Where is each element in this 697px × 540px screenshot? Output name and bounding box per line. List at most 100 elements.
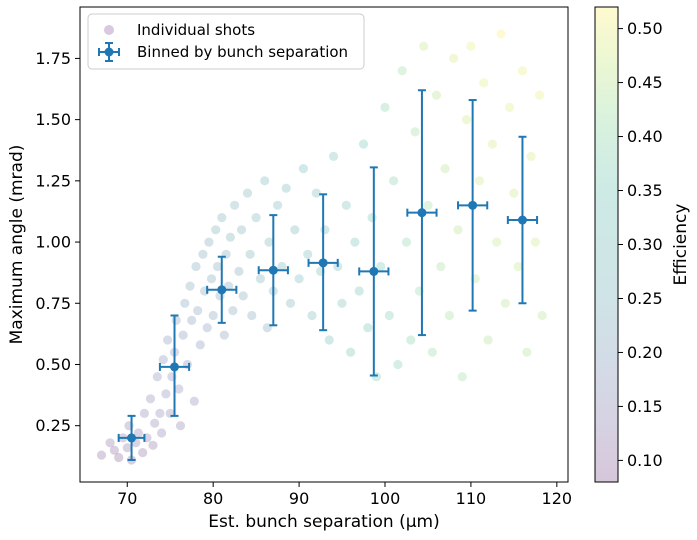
errorbar-marker: [268, 265, 278, 275]
scatter-point: [251, 213, 261, 223]
y-tick-label: 1.00: [35, 233, 71, 252]
scatter-point: [187, 315, 197, 325]
errorbar-marker: [517, 215, 527, 225]
scatter-point: [354, 286, 364, 296]
scatter-point: [230, 200, 240, 210]
scatter-point: [206, 274, 217, 284]
errorbar-marker: [217, 285, 227, 295]
scatter-point: [509, 188, 519, 198]
scatter-point: [174, 384, 184, 394]
scatter-point: [483, 335, 493, 345]
legend-label-binned: Binned by bunch separation: [137, 43, 348, 61]
legend-label-individual: Individual shots: [137, 21, 255, 39]
scatter-point: [228, 306, 238, 316]
scatter-point: [193, 306, 203, 316]
scatter-point: [401, 237, 412, 247]
scatter-point: [105, 438, 115, 448]
colorbar-tick-label: 0.20: [627, 343, 663, 362]
scatter-point: [264, 237, 274, 247]
scatter-point: [522, 347, 532, 357]
scatter-point: [358, 139, 369, 149]
scatter-point: [234, 266, 244, 276]
scatter-point: [219, 330, 229, 340]
errorbar-marker: [318, 258, 328, 268]
scatter-point: [303, 249, 313, 259]
errorbar-marker: [468, 200, 478, 210]
scatter-point: [479, 78, 489, 88]
scatter-point: [367, 213, 377, 223]
scatter-point: [328, 151, 339, 161]
scatter-point: [281, 183, 291, 193]
scatter-point: [225, 232, 235, 242]
colorbar-tick-label: 0.35: [627, 181, 663, 200]
x-axis-label: Est. bunch separation (µm): [208, 512, 439, 532]
scatter-point: [204, 237, 214, 247]
scatter-point: [466, 41, 476, 51]
scatter-point: [145, 394, 156, 404]
y-tick-label: 0.25: [35, 416, 71, 435]
errorbar-point: [257, 214, 289, 327]
errorbar-point: [358, 166, 390, 377]
scatter-point: [161, 389, 171, 399]
x-tick-label: 90: [289, 489, 309, 508]
scatter-point: [155, 408, 165, 418]
errorbar-marker: [170, 362, 180, 372]
scatter-point: [245, 249, 255, 259]
errorbar-point: [506, 135, 539, 305]
scatter-point: [376, 261, 386, 272]
scatter-point: [224, 281, 234, 291]
scatter-point: [341, 200, 351, 210]
scatter-point: [410, 127, 420, 137]
scatter-point: [178, 330, 188, 340]
colorbar: 0.10 0.15 0.20 0.25 0.30 0.35 0.40 0.45 0.50 Eff…: [594, 6, 691, 483]
y-axis-label: Maximum angle (mrad): [7, 145, 27, 345]
colorbar-ticks: 0.10 0.15 0.20 0.25 0.30 0.35 0.40 0.45 0.50: [618, 19, 663, 470]
scatter-point: [277, 261, 287, 272]
legend-box: [87, 13, 365, 70]
scatter-point: [324, 335, 334, 345]
scatter-point: [152, 372, 162, 382]
scatter-point: [492, 237, 502, 247]
scatter-point: [530, 237, 541, 247]
scatter-point: [380, 102, 390, 112]
errorbar-point: [206, 255, 238, 324]
scatter-point: [423, 200, 433, 210]
scatter-point: [397, 66, 407, 76]
scatter-point: [191, 261, 201, 272]
y-tick-label: 0.75: [35, 294, 71, 313]
legend-marker-scatter: [104, 25, 114, 35]
scatter-point: [496, 29, 506, 39]
x-tick-label: 70: [117, 489, 137, 508]
scatter-point: [389, 176, 399, 186]
scatter-point: [440, 164, 450, 174]
scatter-point: [171, 315, 181, 325]
scatter-point: [419, 41, 429, 51]
colorbar-label: Efficiency: [671, 204, 691, 286]
legend-marker-errorbar: [98, 42, 120, 62]
scatter-point: [260, 176, 270, 186]
errorbar-point: [117, 414, 146, 461]
scatter-point: [198, 249, 208, 259]
y-axis-ticks: 0.25 0.50 0.75 1.00 1.25 1.50 1.75: [35, 49, 80, 435]
scatter-point: [114, 452, 124, 463]
scatter-point: [202, 323, 212, 333]
scatter-point: [148, 440, 158, 450]
colorbar-tick-label: 0.15: [627, 397, 663, 416]
scatter-point: [138, 448, 148, 458]
colorbar-gradient: [595, 7, 618, 482]
scatter-point: [337, 298, 347, 308]
scatter-point: [158, 355, 168, 365]
scatter-point: [285, 298, 296, 308]
scatter-point: [255, 274, 265, 284]
scatter-point: [431, 90, 442, 100]
x-tick-label: 100: [370, 489, 401, 508]
scatter-point: [163, 335, 173, 345]
scatter-point: [320, 225, 330, 235]
scatter-point: [427, 347, 437, 357]
scatter-point: [273, 200, 283, 210]
scatter-point: [457, 372, 467, 382]
scatter-point: [150, 418, 160, 428]
y-tick-label: 1.75: [35, 49, 71, 68]
